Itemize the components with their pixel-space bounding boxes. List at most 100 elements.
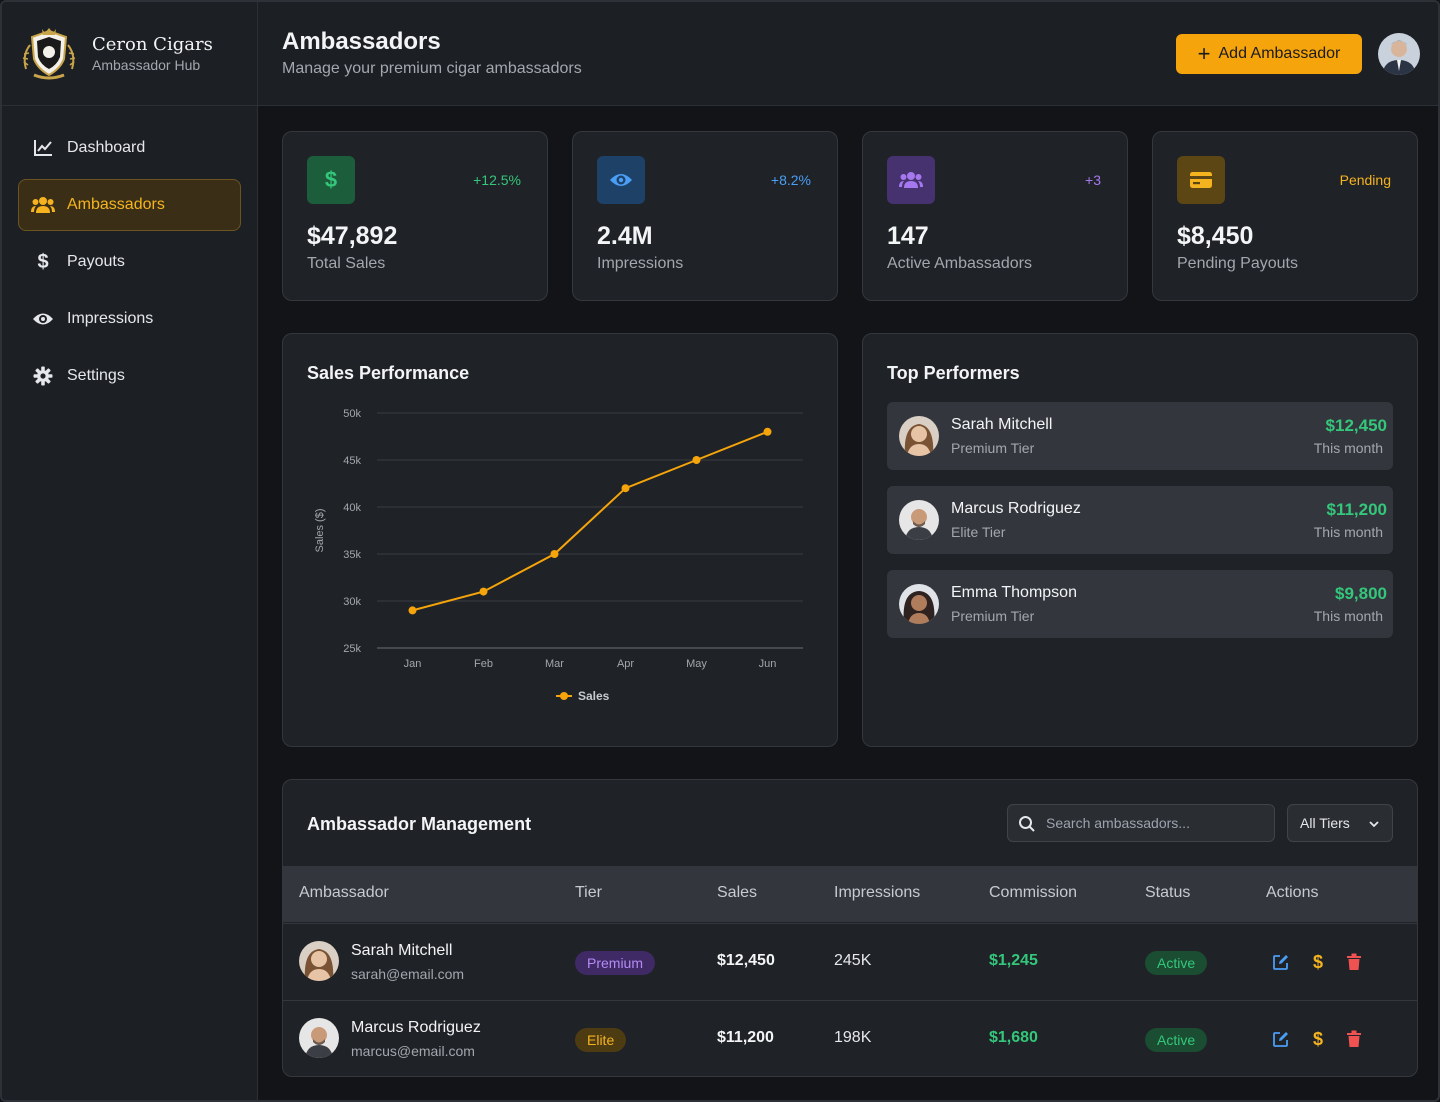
sidebar-item-label: Settings (67, 367, 125, 384)
stat-label: Total Sales (307, 255, 386, 272)
search-input[interactable] (1046, 805, 1266, 841)
stat-card-pending-payouts: Pending $8,450 Pending Payouts (1152, 131, 1418, 301)
legend-label: Sales (578, 689, 610, 703)
search-box (1007, 804, 1275, 842)
sidebar-item-impressions[interactable]: Impressions (18, 293, 241, 345)
sidebar-item-label: Ambassadors (67, 196, 165, 213)
performer-item[interactable]: Marcus Rodriguez Elite Tier $11,200 This… (887, 486, 1393, 554)
performer-amount: $12,450 (1325, 416, 1387, 435)
payout-dollar-icon[interactable]: $ (1312, 1028, 1323, 1049)
stat-value: $47,892 (307, 222, 398, 250)
y-tick-label: 50k (343, 408, 361, 420)
legend-marker (560, 692, 568, 700)
x-tick-label: Apr (617, 658, 634, 670)
ambassador-email: sarah@email.com (351, 966, 465, 982)
trash-icon[interactable] (1344, 1029, 1364, 1049)
data-point (550, 550, 559, 558)
data-point (692, 456, 701, 464)
column-header: Commission (989, 884, 1078, 901)
users-icon (31, 193, 55, 217)
payout-dollar-icon[interactable]: $ (1312, 951, 1323, 972)
brand-logo-icon (22, 27, 76, 79)
stat-change: Pending (1339, 172, 1391, 188)
avatar (899, 584, 939, 624)
top-performers-card: Top Performers Sarah Mitchell Premium Ti… (862, 333, 1418, 747)
eye-icon (31, 307, 55, 331)
sales-value: $11,200 (717, 1029, 774, 1046)
trash-icon[interactable] (1344, 952, 1364, 972)
commission-value: $1,680 (989, 1029, 1038, 1046)
chevron-down-icon (1368, 817, 1380, 833)
performer-period: This month (1313, 524, 1383, 540)
column-header: Actions (1266, 884, 1319, 901)
sidebar-nav: Dashboard Ambassadors $ Payouts Impressi… (2, 106, 257, 423)
brand-subtitle: Ambassador Hub (92, 57, 201, 73)
performer-name: Sarah Mitchell (951, 416, 1053, 433)
stat-card-impressions: +8.2% 2.4M Impressions (572, 131, 838, 301)
sidebar-item-label: Impressions (67, 310, 154, 327)
avatar (299, 1018, 339, 1058)
tier-badge: Premium (575, 951, 656, 975)
sidebar-item-payouts[interactable]: $ Payouts (18, 236, 241, 288)
gear-icon (31, 364, 55, 388)
edit-icon[interactable] (1271, 952, 1291, 972)
tier-filter-select[interactable]: All Tiers (1287, 804, 1393, 842)
stat-label: Active Ambassadors (887, 255, 1032, 272)
y-tick-label: 25k (343, 643, 361, 655)
brand-name: Ceron Cigars (92, 34, 213, 55)
x-tick-label: Mar (545, 658, 564, 670)
page-subtitle: Manage your premium cigar ambassadors (282, 60, 582, 77)
x-tick-label: Jan (404, 658, 422, 670)
performer-amount: $11,200 (1326, 500, 1387, 519)
credit-card-icon (1177, 156, 1225, 204)
y-tick-label: 45k (343, 455, 361, 467)
sidebar-item-settings[interactable]: Settings (18, 350, 241, 402)
sidebar-item-label: Payouts (67, 253, 125, 270)
management-title: Ambassador Management (307, 814, 532, 834)
performer-name: Emma Thompson (951, 584, 1077, 601)
commission-value: $1,245 (989, 952, 1038, 969)
plus-icon: + (1197, 41, 1211, 66)
column-header: Ambassador (299, 884, 389, 901)
data-point (479, 587, 488, 596)
data-point (408, 606, 417, 615)
edit-icon[interactable] (1271, 1029, 1291, 1049)
stat-label: Pending Payouts (1177, 255, 1298, 272)
stat-change: +12.5% (473, 172, 521, 188)
tier-badge: Elite (575, 1028, 627, 1052)
avatar (899, 500, 939, 540)
column-header: Tier (575, 884, 602, 901)
chart-line-icon (31, 136, 55, 160)
performer-amount: $9,800 (1335, 584, 1387, 603)
add-ambassador-button[interactable]: + Add Ambassador (1176, 34, 1362, 74)
performer-item[interactable]: Emma Thompson Premium Tier $9,800 This m… (887, 570, 1393, 638)
table-header: Ambassador Tier Sales Impressions Commis… (283, 866, 1417, 922)
table-row[interactable]: Sarah Mitchell sarah@email.com Premium $… (283, 923, 1417, 1000)
y-tick-label: 35k (343, 549, 361, 561)
ambassador-management-card: Ambassador Management All Tiers Ambassad… (282, 779, 1418, 1077)
performer-item[interactable]: Sarah Mitchell Premium Tier $12,450 This… (887, 402, 1393, 470)
header: Ambassadors Manage your premium cigar am… (258, 2, 1438, 106)
ambassador-name: Sarah Mitchell (351, 942, 453, 959)
performer-tier: Premium Tier (951, 440, 1035, 456)
tier-filter-value: All Tiers (1300, 815, 1350, 831)
stat-value: 147 (887, 222, 929, 250)
series-line (412, 430, 768, 612)
stat-value: 2.4M (597, 222, 653, 250)
column-header: Status (1145, 884, 1191, 901)
x-tick-label: May (686, 658, 707, 670)
sales-performance-card: Sales Performance 25k 30k 35k 40k 45k 50k Jan F… (282, 333, 838, 747)
add-ambassador-label: Add Ambassador (1218, 45, 1341, 62)
status-badge: Active (1145, 1028, 1208, 1052)
data-point (763, 427, 772, 436)
performer-name: Marcus Rodriguez (951, 500, 1081, 517)
dollar-icon: $ (37, 250, 49, 273)
sidebar-item-ambassadors[interactable]: Ambassadors (18, 179, 241, 231)
stat-card-active-ambassadors: +3 147 Active Ambassadors (862, 131, 1128, 301)
user-avatar[interactable] (1378, 33, 1420, 75)
stat-label: Impressions (597, 255, 684, 272)
dollar-icon: $ (307, 156, 355, 204)
table-row[interactable]: Marcus Rodriguez marcus@email.com Elite … (283, 1000, 1417, 1076)
sidebar-item-dashboard[interactable]: Dashboard (18, 122, 241, 174)
